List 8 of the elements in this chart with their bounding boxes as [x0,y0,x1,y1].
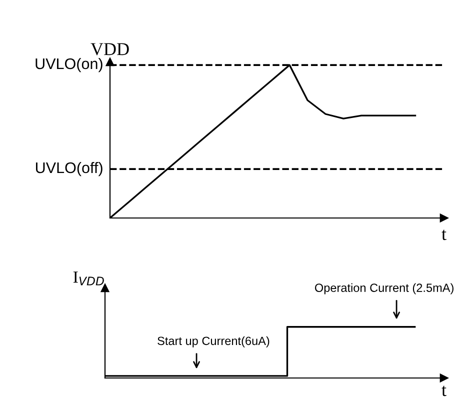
annotation: Start up Current(6uA) [158,336,270,348]
x-axis-title: t [442,386,446,396]
x-axis-title: t [442,230,446,240]
ref-line-label: UVLO(off) [36,162,102,176]
text: Operation Current (2.5mA) [314,283,454,294]
ref-line-label: UVLO(on) [36,58,102,72]
y-axis-title: I$_{VDD}$ [73,272,104,286]
y-axis-title: VDD [90,43,129,56]
